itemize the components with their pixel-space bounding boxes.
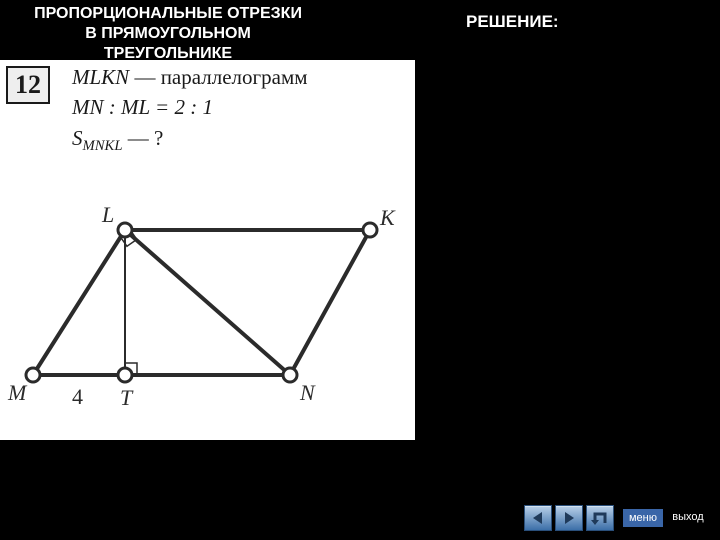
- nav-controls: меню выход: [524, 504, 708, 532]
- title-line-1: ПРОПОРЦИОНАЛЬНЫЕ ОТРЕЗКИ: [34, 5, 302, 22]
- svg-text:L: L: [101, 202, 114, 227]
- pl1-a: MLKN: [72, 65, 129, 89]
- svg-text:K: K: [379, 205, 396, 230]
- pl3-S: S: [72, 126, 83, 150]
- nav-prev-button[interactable]: [524, 505, 552, 531]
- triangle-left-icon: [531, 511, 545, 525]
- problem-statement: MLKN — параллелограмм MN : ML = 2 : 1 SM…: [72, 62, 308, 157]
- nav-return-button[interactable]: [586, 505, 614, 531]
- title-line-2: В ПРЯМОУГОЛЬНОМ: [85, 25, 251, 42]
- geometry-diagram: M T N L K 4: [0, 160, 415, 440]
- pl2: MN : ML = 2 : 1: [72, 95, 213, 119]
- problem-figure: 12 MLKN — параллелограмм MN : ML = 2 : 1…: [0, 60, 415, 440]
- svg-text:4: 4: [72, 384, 83, 409]
- triangle-right-icon: [562, 511, 576, 525]
- pl3-sub: MNKL: [83, 138, 123, 154]
- page-title: ПРОПОРЦИОНАЛЬНЫЕ ОТРЕЗКИ В ПРЯМОУГОЛЬНОМ…: [18, 4, 318, 64]
- problem-number: 12: [6, 66, 50, 104]
- svg-text:N: N: [299, 380, 316, 405]
- exit-button[interactable]: выход: [668, 504, 708, 532]
- svg-text:M: M: [7, 380, 28, 405]
- svg-text:T: T: [120, 385, 134, 410]
- solution-heading: РЕШЕНИЕ:: [466, 12, 559, 32]
- nav-next-button[interactable]: [555, 505, 583, 531]
- menu-button[interactable]: меню: [623, 509, 663, 527]
- return-arrow-icon: [591, 510, 609, 526]
- pl1-dash: —: [134, 65, 155, 89]
- pl3-rest: — ?: [123, 126, 164, 150]
- pl1-b: параллелограмм: [161, 65, 308, 89]
